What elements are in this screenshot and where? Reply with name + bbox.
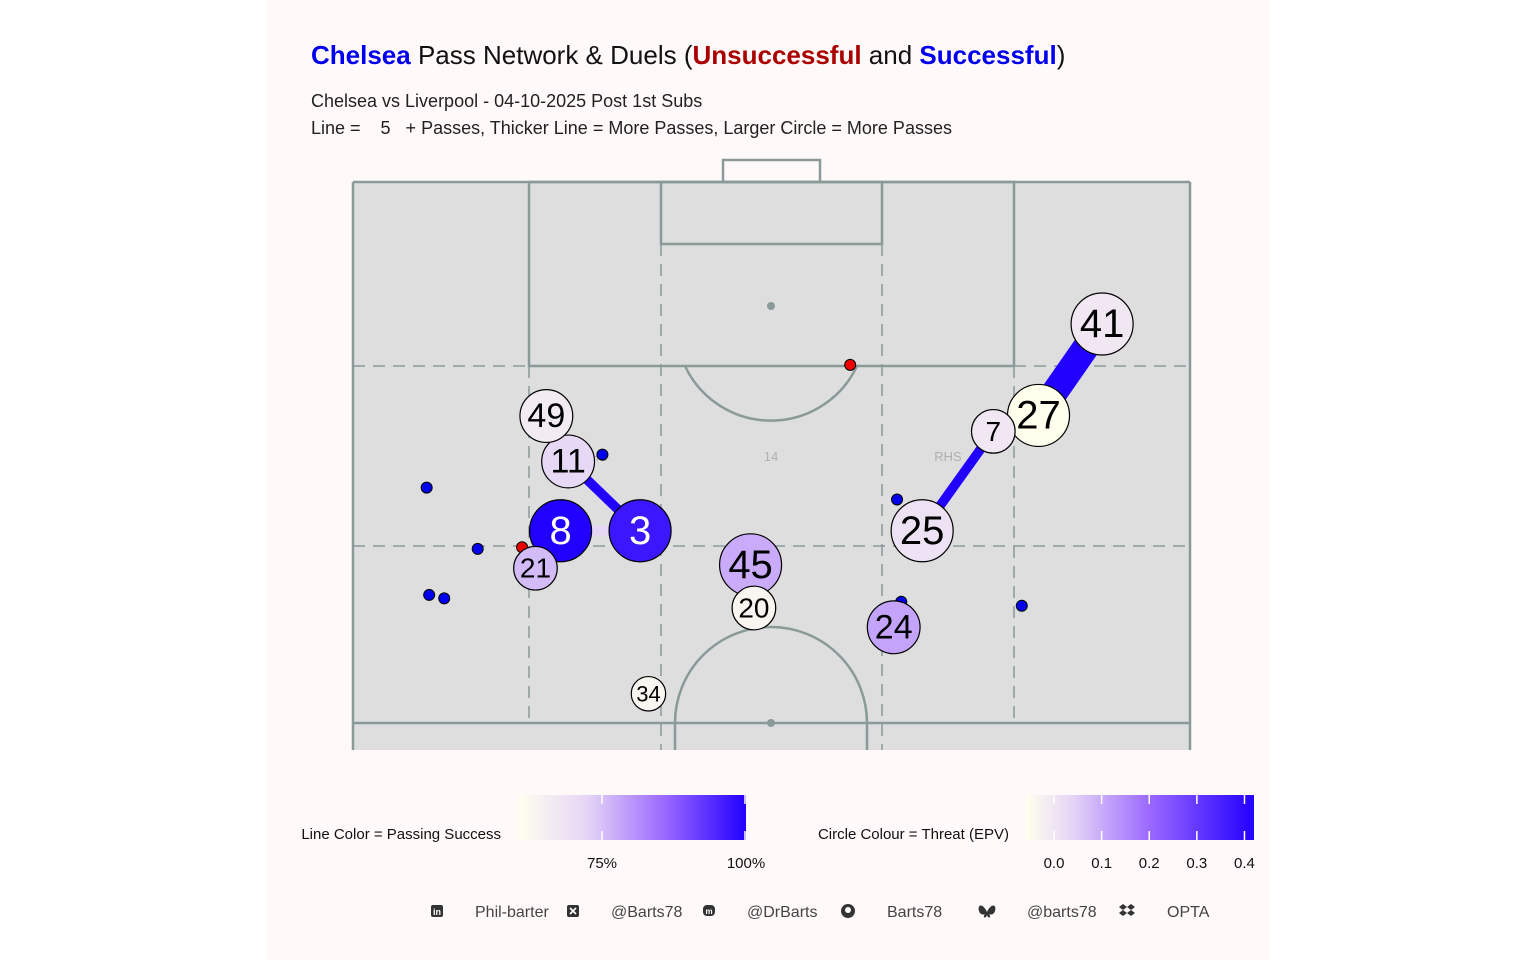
player-node: 7: [970, 408, 1016, 454]
player-circle: [1070, 292, 1134, 356]
player-number: 45: [728, 543, 773, 587]
title-and: and: [862, 40, 920, 70]
pitch-surface: [353, 182, 1190, 750]
player-circle: [630, 675, 667, 712]
line-legend-colorbar: [518, 795, 746, 840]
title-close: ): [1057, 40, 1066, 70]
duel-marker: [438, 592, 451, 605]
line-color-legend: Line Color = Passing Success 75% 100%: [301, 795, 765, 872]
mastodon-icon[interactable]: m: [703, 905, 715, 916]
player-node: 8: [528, 499, 593, 563]
duel-marker: [891, 493, 904, 506]
player-number: 8: [549, 509, 571, 553]
player-node: 34: [630, 675, 667, 712]
player-number: 7: [986, 416, 1002, 447]
duel-marker: [420, 481, 433, 494]
player-node: 20: [731, 585, 777, 631]
players: 41 27 7 25 24 45 20 34 3 821 11 49: [513, 292, 1134, 712]
player-node: 11: [541, 434, 596, 489]
player-circle: [513, 545, 558, 591]
centre-spot: [767, 719, 775, 727]
svg-text:in: in: [433, 907, 441, 917]
duel-marker: [471, 542, 484, 555]
circle-legend-colorbar: [1026, 795, 1254, 840]
player-node: 25: [890, 499, 954, 563]
title-successful: Successful: [919, 40, 1056, 70]
bluesky-icon[interactable]: [978, 905, 996, 918]
chart-title: Chelsea Pass Network & Duels (Unsuccessf…: [311, 40, 1065, 70]
line-legend-title: Line Color = Passing Success: [301, 826, 501, 843]
duel-marker: [596, 448, 609, 461]
github-icon[interactable]: [841, 904, 855, 918]
circle-legend-tick-label: 0.0: [1044, 855, 1065, 872]
six-yard-box: [659, 180, 884, 246]
zone-label-center: 14: [764, 449, 778, 464]
player-node: 21: [513, 545, 558, 591]
chart-subtitle: Chelsea vs Liverpool - 04-10-2025 Post 1…: [311, 91, 702, 111]
footer: in Phil-barter @Barts78 m @DrBarts Barts78 @ba…: [431, 904, 1210, 921]
player-number: 25: [900, 509, 945, 553]
footer-label[interactable]: @barts78: [1027, 904, 1097, 921]
goal: [721, 158, 822, 184]
footer-label[interactable]: @DrBarts: [747, 904, 817, 921]
x-icon[interactable]: [567, 905, 579, 917]
circle-colour-legend: Circle Colour = Threat (EPV) 0.0 0.1 0.2 0.…: [818, 795, 1255, 872]
pitch: LHS 14 RHS: [351, 158, 1192, 750]
footer-label[interactable]: @Barts78: [611, 904, 682, 921]
line-legend-tick-label: 75%: [587, 855, 617, 872]
duel-marker: [844, 358, 857, 371]
centre-circle: [673, 625, 869, 750]
player-number: 27: [1016, 393, 1061, 437]
player-number: 49: [527, 397, 565, 435]
player-number: 3: [629, 509, 651, 553]
player-node: 24: [866, 600, 921, 655]
player-node: 27: [1006, 383, 1071, 448]
player-circle: [890, 499, 954, 563]
svg-text:m: m: [705, 907, 712, 916]
title-text: Pass Network & Duels (: [411, 40, 693, 70]
player-node: 41: [1070, 292, 1134, 356]
footer-label[interactable]: Phil-barter: [475, 904, 549, 921]
circle-legend-tick-label: 0.2: [1139, 855, 1160, 872]
player-circle: [528, 499, 593, 563]
player-node: 45: [718, 533, 783, 597]
circle-legend-tick-label: 0.4: [1234, 855, 1255, 872]
duel-marker: [423, 588, 436, 601]
player-number: 20: [738, 593, 769, 624]
player-node: 49: [519, 389, 574, 444]
circle-legend-tick-label: 0.1: [1091, 855, 1112, 872]
circle-legend-title: Circle Colour = Threat (EPV): [818, 826, 1009, 843]
circle-legend-tick-label: 0.3: [1186, 855, 1207, 872]
dropbox-icon[interactable]: [1119, 904, 1135, 916]
player-circle: [866, 600, 921, 655]
linkedin-icon[interactable]: in: [431, 905, 443, 917]
chart-caption: Line = 5 + Passes, Thicker Line = More P…: [311, 118, 952, 138]
player-number: 41: [1080, 302, 1125, 346]
player-number: 11: [550, 442, 585, 480]
duel-marker: [1015, 599, 1028, 612]
player-node: 3: [608, 499, 672, 563]
player-circle: [519, 389, 574, 444]
zone-label-rhs: RHS: [934, 449, 962, 464]
penalty-spot: [767, 302, 775, 310]
penalty-arc: [683, 365, 859, 422]
line-legend-tick-label: 100%: [727, 855, 765, 872]
player-number: 34: [636, 681, 660, 706]
player-circle: [731, 585, 777, 631]
player-circle: [608, 499, 672, 563]
title-team: Chelsea: [311, 40, 411, 70]
title-unsuccessful: Unsuccessful: [692, 40, 861, 70]
player-circle: [541, 434, 596, 489]
player-number: 24: [875, 608, 913, 646]
player-number: 21: [520, 553, 551, 584]
footer-label[interactable]: OPTA: [1167, 904, 1210, 921]
player-circle: [970, 408, 1016, 454]
footer-label[interactable]: Barts78: [887, 904, 942, 921]
